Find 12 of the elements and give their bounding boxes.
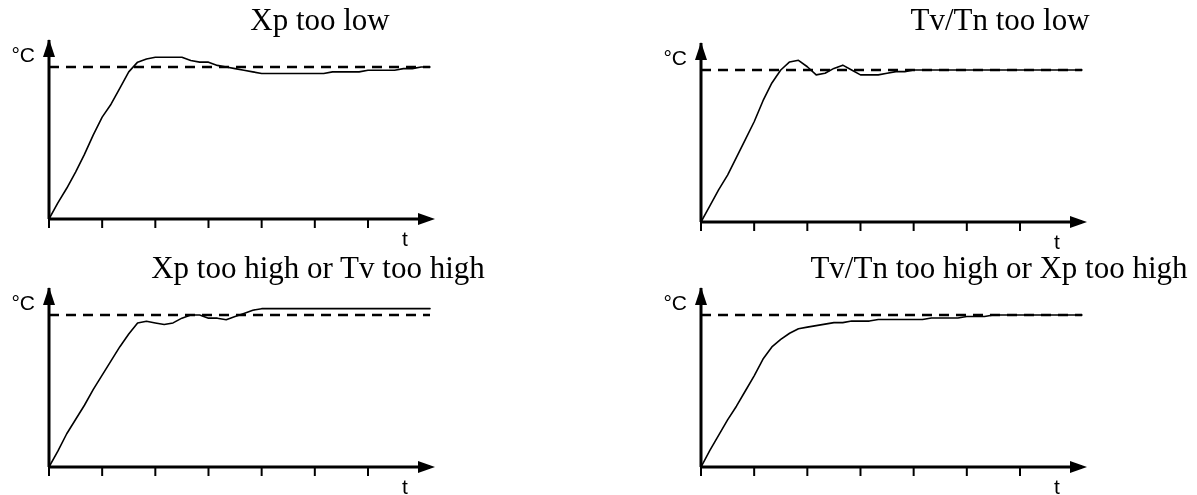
y-axis-title: °C (663, 291, 687, 314)
x-axis-title: t (1054, 475, 1060, 495)
x-axis-title: t (402, 475, 408, 495)
x-axis-title: t (1054, 230, 1060, 253)
y-axis-title: °C (663, 46, 687, 69)
y-axis-title: °C (11, 291, 35, 314)
y-axis-title: °C (11, 43, 35, 66)
chart-title: Xp too low (250, 2, 390, 37)
x-axis-title: t (402, 227, 408, 250)
chart-title: Xp too high or Tv too high (151, 250, 485, 285)
chart-title: Tv/Tn too high or Xp too high (810, 250, 1188, 285)
chart-title: Tv/Tn too low (910, 2, 1090, 37)
